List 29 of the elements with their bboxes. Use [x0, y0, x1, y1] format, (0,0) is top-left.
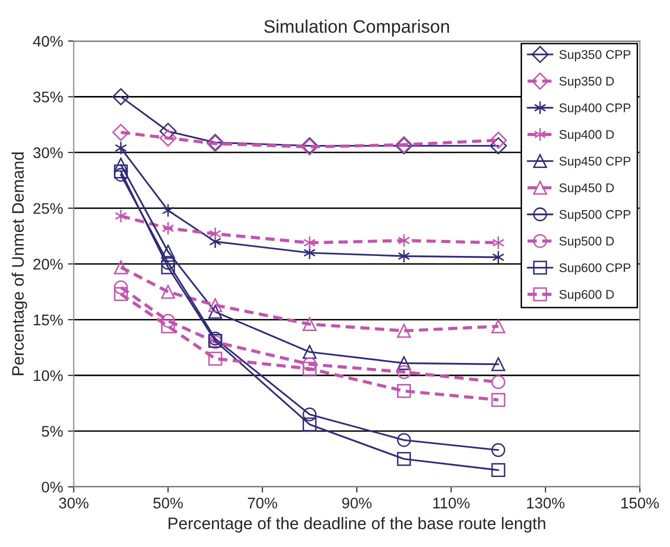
y-tick-label: 30%	[33, 147, 63, 158]
x-tick-label: 150%	[621, 498, 659, 508]
y-tick-label: 20%	[33, 258, 63, 270]
x-tick-label: 70%	[248, 498, 278, 508]
legend-label: Sup450 D	[559, 183, 614, 195]
legend-label: Sup350 CPP	[559, 50, 630, 62]
legend-label: Sup600 CPP	[559, 263, 630, 275]
legend-label: Sup600 D	[559, 290, 614, 302]
legend-label: Sup400 D	[559, 130, 614, 142]
y-axis-title: Percentage of Unmet Demand	[12, 152, 28, 376]
y-tick-label: 0%	[42, 482, 63, 493]
x-tick-label: 50%	[153, 498, 183, 508]
x-axis-title: Percentage of the deadline of the base route length	[168, 517, 546, 533]
x-tick-label: 130%	[527, 498, 564, 508]
x-tick-label: 110%	[433, 498, 470, 508]
x-tick-label: 90%	[342, 498, 372, 508]
y-tick-label: 10%	[34, 370, 63, 382]
y-tick-label: 35%	[33, 92, 63, 102]
y-tick-label: 40%	[33, 36, 63, 47]
x-tick-label: 30%	[58, 498, 88, 508]
legend-label: Sup450 CPP	[559, 156, 630, 168]
legend-label: Sup350 D	[559, 76, 614, 88]
legend-label: Sup500 D	[559, 236, 614, 248]
y-tick-label: 25%	[33, 203, 63, 214]
chart-title: Simulation Comparison	[264, 20, 449, 36]
legend-label: Sup400 CPP	[559, 103, 630, 115]
y-tick-label: 5%	[42, 426, 63, 437]
legend-label: Sup500 CPP	[559, 210, 630, 222]
y-tick-label: 15%	[34, 314, 63, 326]
